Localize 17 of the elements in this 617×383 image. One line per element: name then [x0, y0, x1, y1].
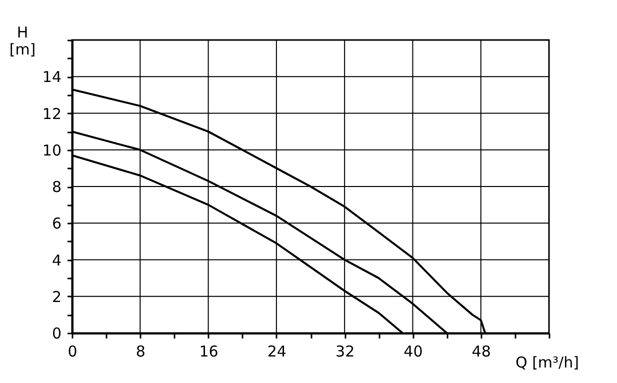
y-tick-label: 8: [52, 178, 62, 196]
x-tick-label: 16: [199, 342, 218, 360]
x-tick-label: 48: [472, 342, 491, 360]
x-tick-label: 0: [68, 342, 78, 360]
x-tick-label: 8: [136, 342, 146, 360]
x-tick-label: 32: [336, 342, 355, 360]
x-axis-title: Q [m³/h]: [516, 354, 579, 372]
x-tick-label: 24: [267, 342, 286, 360]
y-tick-label: 12: [42, 104, 62, 123]
y-axis-title: H [m]: [9, 24, 36, 58]
y-tick-label: 2: [52, 288, 62, 306]
y-tick-label: 0: [52, 324, 62, 342]
y-tick-label: 6: [52, 214, 62, 233]
y-tick-label: 10: [42, 141, 62, 160]
y-tick-label: 14: [42, 68, 62, 86]
y-tick-label: 4: [52, 251, 62, 270]
x-tick-label: 40: [404, 342, 423, 360]
